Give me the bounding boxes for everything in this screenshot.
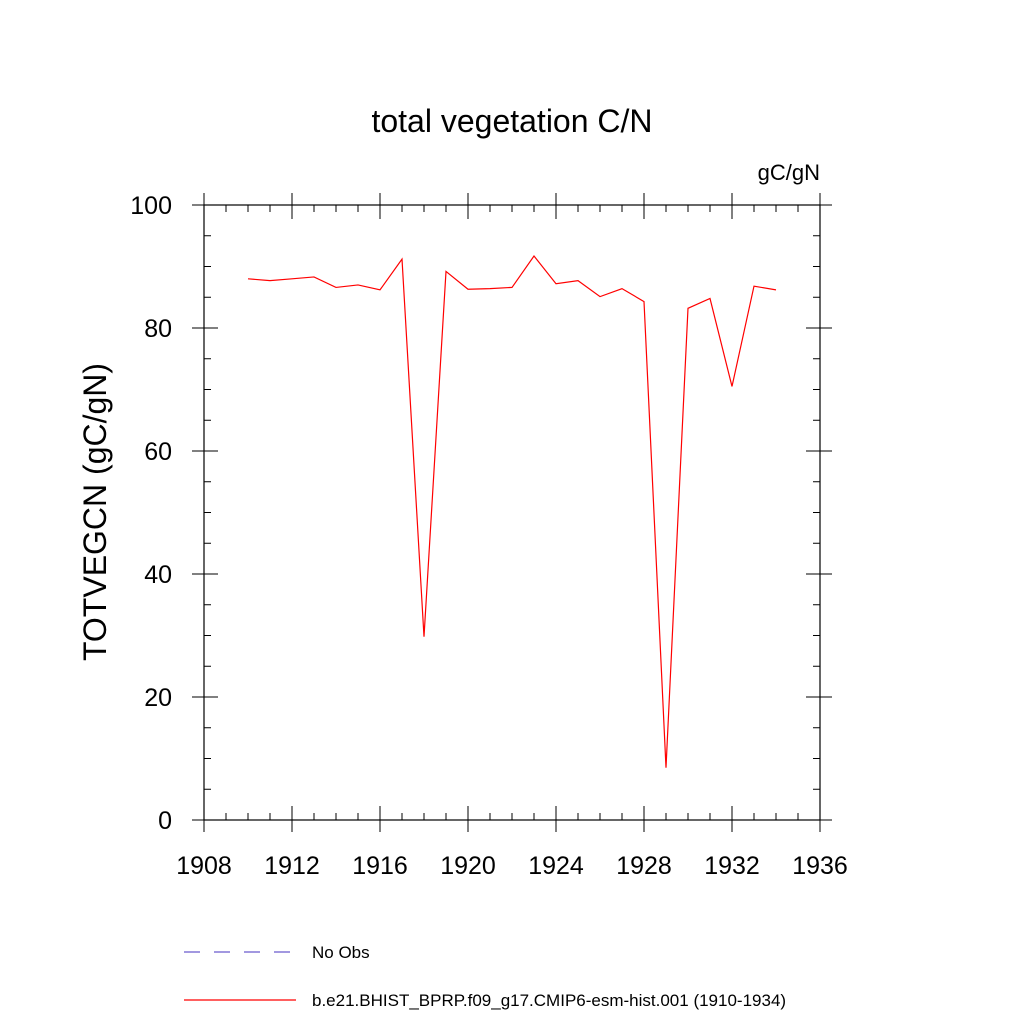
legend: No Obs b.e21.BHIST_BPRP.f09_g17.CMIP6-esm…: [184, 943, 786, 1010]
x-tick-label: 1932: [704, 852, 760, 880]
axis-ticks: 1908 1912 1916 1920 1924 1928 1932 1936 0 20 40 60 8…: [130, 192, 848, 880]
y-tick-label: 40: [144, 561, 172, 589]
series-line-1: [247, 255, 777, 768]
y-axis-label: TOTVEGCN (gC/gN): [77, 363, 113, 661]
x-tick-label: 1928: [616, 852, 672, 880]
units-label: gC/gN: [758, 160, 820, 185]
y-tick-label: 0: [158, 807, 172, 835]
series-layer: [247, 255, 777, 768]
legend-label: b.e21.BHIST_BPRP.f09_g17.CMIP6-esm-hist.…: [312, 991, 786, 1010]
y-tick-label: 60: [144, 438, 172, 466]
x-tick-label: 1916: [352, 852, 408, 880]
y-tick-label: 20: [144, 684, 172, 712]
x-tick-label: 1912: [264, 852, 320, 880]
x-tick-label: 1936: [792, 852, 848, 880]
legend-label: No Obs: [312, 943, 370, 962]
x-tick-label: 1924: [528, 852, 584, 880]
chart-title: total vegetation C/N: [371, 103, 652, 139]
y-tick-label: 100: [130, 192, 172, 220]
x-tick-label: 1908: [176, 852, 232, 880]
y-tick-label: 80: [144, 315, 172, 343]
plot-frame: [203, 204, 821, 821]
x-tick-label: 1920: [440, 852, 496, 880]
